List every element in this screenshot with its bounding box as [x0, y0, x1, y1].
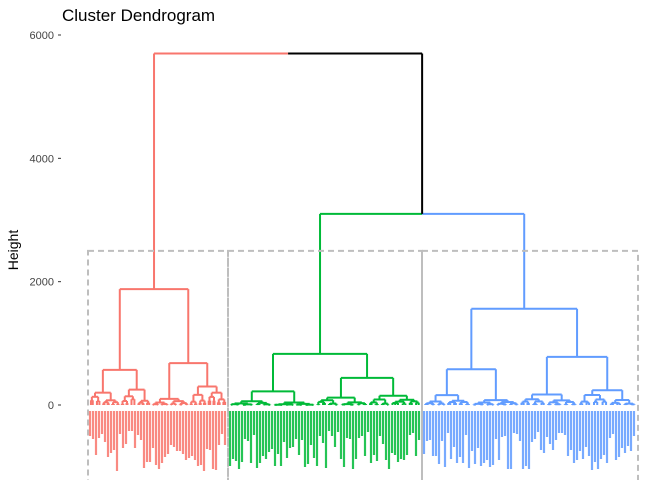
y-tick-label: 2000	[30, 277, 54, 289]
leaf-labels	[88, 411, 636, 471]
y-tick-label: 0	[48, 400, 54, 412]
y-tick-label: 4000	[30, 153, 54, 165]
chart-title: Cluster Dendrogram	[62, 6, 215, 25]
cluster-cut-rect	[421, 249, 639, 480]
cluster-cut-rect	[227, 249, 423, 480]
y-axis: 0 2000 4000 6000	[30, 30, 61, 412]
dendrogram-tree	[89, 52, 636, 406]
y-axis-label: Height	[5, 230, 21, 271]
cluster-rectangles	[87, 249, 639, 480]
cluster-cut-rect	[87, 249, 229, 480]
y-tick-label: 6000	[30, 30, 54, 42]
